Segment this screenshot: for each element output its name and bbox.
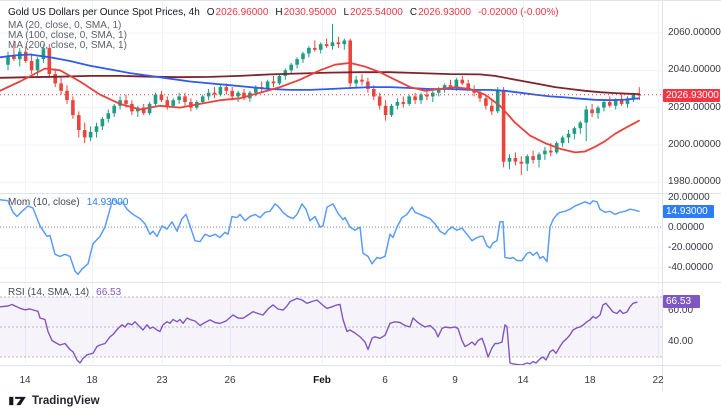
momentum-value: 14.93000 — [86, 197, 129, 208]
ma200-legend[interactable]: MA (200, close, 0, SMA, 1) — [8, 40, 127, 51]
symbol-title[interactable]: Gold US Dollars per Ounce Spot Prices, 4… — [8, 7, 200, 18]
ohlc-high: H2030.95000 — [275, 7, 337, 18]
rsi-legend[interactable]: RSI (14, SMA, 14) 66.53 — [8, 287, 121, 298]
rsi-badge: 66.53 — [663, 295, 700, 308]
ohlc-close: C2026.93000 — [409, 7, 471, 18]
ma100-legend[interactable]: MA (100, close, 0, SMA, 1) — [8, 30, 127, 41]
price-badge: 2026.93000 — [663, 89, 720, 102]
rsi-value: 66.53 — [96, 287, 122, 298]
ma20-legend[interactable]: MA (20, close, 0, SMA, 1) — [8, 20, 122, 31]
tradingview-logo[interactable]: TradingView — [8, 394, 100, 408]
symbol-legend[interactable]: Gold US Dollars per Ounce Spot Prices, 4… — [8, 7, 559, 18]
momentum-legend-label: Mom (10, close) — [8, 197, 80, 208]
price-change: -0.02000 (-0.00%) — [477, 7, 559, 18]
momentum-badge: 14.93000 — [663, 205, 714, 218]
momentum-legend[interactable]: Mom (10, close) 14.93000 — [8, 197, 128, 208]
ohlc-low: L2025.54000 — [343, 7, 403, 18]
tradingview-logo-text: TradingView — [32, 395, 100, 407]
tradingview-logo-icon — [9, 396, 26, 406]
rsi-legend-label: RSI (14, SMA, 14) — [8, 287, 90, 298]
ohlc-open: O2026.96000 — [206, 7, 269, 18]
